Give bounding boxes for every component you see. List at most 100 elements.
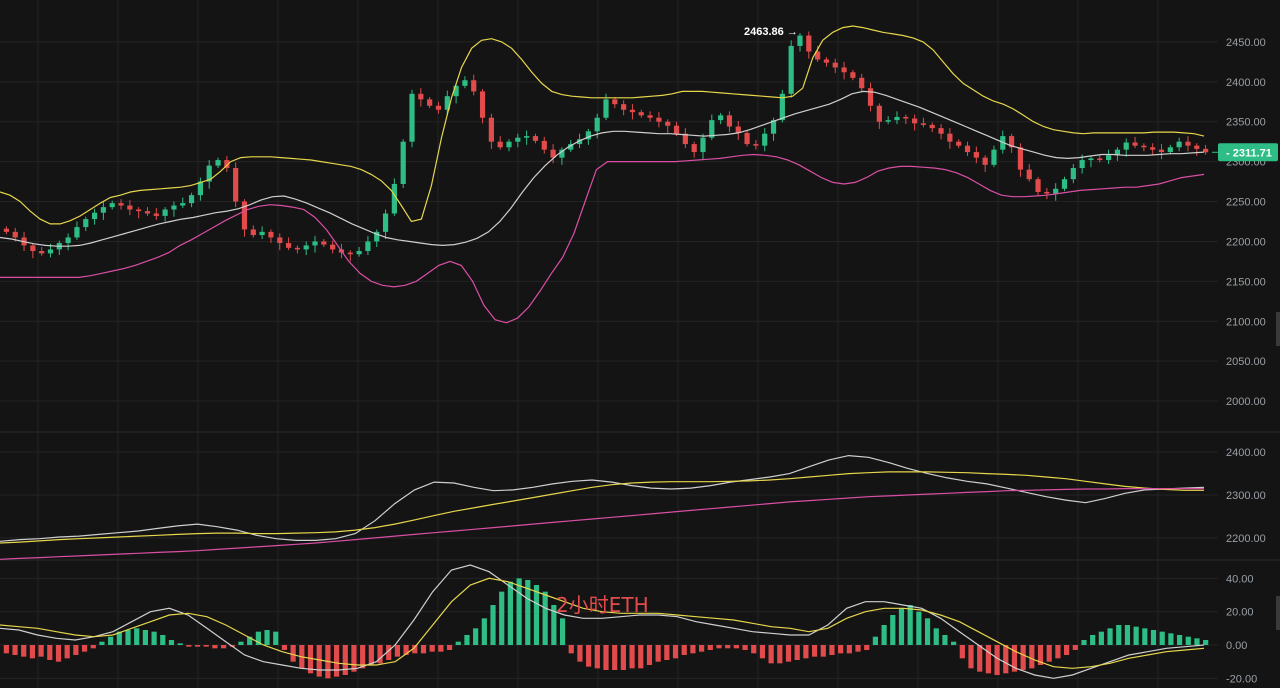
candle-body [629, 109, 636, 113]
candle-body [1017, 147, 1024, 170]
macd-histogram-bar [273, 631, 279, 645]
candle-body [797, 35, 803, 46]
candle-body [524, 136, 530, 138]
candle-body [576, 139, 583, 145]
macd-histogram-bar [499, 591, 505, 645]
macd-histogram-bar [725, 645, 731, 649]
candle-body [753, 144, 759, 146]
macd-histogram-bar [47, 645, 53, 660]
macd-histogram-bar [281, 645, 288, 650]
macd-histogram-bar [959, 645, 965, 659]
macd-histogram-bar [638, 645, 644, 669]
macd-histogram-bar [664, 645, 670, 660]
panel-resize-handle[interactable] [1276, 312, 1280, 346]
macd-histogram-bar [168, 640, 175, 645]
candle-body [1123, 142, 1129, 150]
macd-histogram-bar [490, 605, 496, 645]
candle-body [1132, 142, 1138, 146]
candle-body [321, 241, 327, 245]
candle-body [859, 77, 865, 89]
macd-histogram-bar [629, 645, 635, 669]
macd-histogram-bar [672, 645, 679, 659]
macd-histogram-bar [916, 611, 922, 645]
y-tick-label: 2450.00 [1226, 37, 1266, 49]
macd-histogram-bar [247, 636, 253, 645]
macd-histogram-bar [655, 645, 661, 662]
macd-histogram-bar [811, 645, 818, 657]
macd-histogram-bar [403, 645, 409, 655]
macd-histogram-bar [846, 645, 852, 654]
candle-body [673, 125, 680, 134]
panel-resize-handle-bottom[interactable] [1276, 596, 1280, 630]
macd-histogram-bar [1142, 628, 1148, 645]
candle-body [3, 228, 10, 232]
macd-histogram-bar [1098, 631, 1104, 645]
candle-body [585, 131, 591, 140]
macd-histogram-bar [507, 581, 514, 645]
candle-body [1167, 147, 1173, 153]
candle-body [497, 141, 503, 148]
candle-body [100, 207, 107, 213]
candle-body [832, 62, 838, 68]
macd-histogram-bar [21, 645, 27, 657]
candle-body [885, 120, 891, 122]
macd-histogram-bar [820, 645, 826, 657]
macd-histogram-bar [1055, 645, 1061, 659]
candle-body [1114, 149, 1121, 156]
candle-body [691, 144, 697, 153]
candle-body [1158, 149, 1165, 153]
candle-body [356, 251, 362, 255]
macd-histogram-bar [890, 615, 896, 645]
macd-histogram-bar [559, 618, 566, 645]
macd-histogram-bar [586, 645, 592, 667]
candle-body [779, 93, 785, 121]
candle-body [1044, 191, 1050, 194]
candle-body [841, 67, 847, 73]
y-tick-label: 0.00 [1226, 640, 1247, 652]
macd-histogram-bar [1150, 630, 1157, 645]
macd-histogram-bar [290, 645, 296, 662]
candle-body [744, 132, 750, 145]
candle-body [682, 133, 688, 145]
macd-histogram-bar [1090, 635, 1096, 645]
macd-histogram-bar [785, 645, 792, 662]
y-tick-label: 2050.00 [1226, 356, 1266, 368]
macd-histogram-bar [342, 645, 348, 675]
candle-body [1097, 158, 1103, 161]
macd-histogram-bar [1029, 645, 1035, 669]
candle-body [709, 120, 715, 138]
candle-body [215, 160, 221, 166]
macd-histogram-bar [455, 641, 461, 645]
candle-body [1194, 145, 1200, 149]
candle-body [136, 209, 142, 212]
macd-histogram-bar [551, 605, 557, 645]
ma-line-0 [0, 454, 1205, 542]
macd-histogram-bar [620, 645, 626, 670]
macd-histogram-bar [968, 645, 974, 669]
candle-body [1141, 145, 1147, 148]
candle-body [127, 205, 133, 210]
candle-body [912, 118, 918, 124]
candle-body [277, 237, 283, 244]
y-tick-label: 2400.00 [1226, 77, 1266, 89]
macd-histogram-bar [838, 645, 844, 654]
candle-body [1035, 179, 1041, 192]
macd-histogram-bar [64, 645, 70, 659]
macd-histogram-bar [707, 645, 713, 650]
macd-histogram-bar [855, 645, 861, 652]
macd-histogram-bar [1116, 625, 1122, 645]
macd-histogram-bar [368, 645, 374, 665]
macd-histogram-bar [90, 645, 96, 649]
candle-body [312, 241, 318, 246]
macd-histogram-bar [134, 628, 140, 645]
macd-histogram-bar [116, 631, 122, 645]
y-tick-label: -20.00 [1226, 673, 1257, 685]
macd-histogram-bar [924, 618, 931, 645]
candle-body [206, 165, 212, 182]
candle-body [268, 231, 274, 238]
candle-body [876, 105, 882, 122]
candle-body [700, 137, 706, 153]
candle-body [1009, 136, 1015, 148]
